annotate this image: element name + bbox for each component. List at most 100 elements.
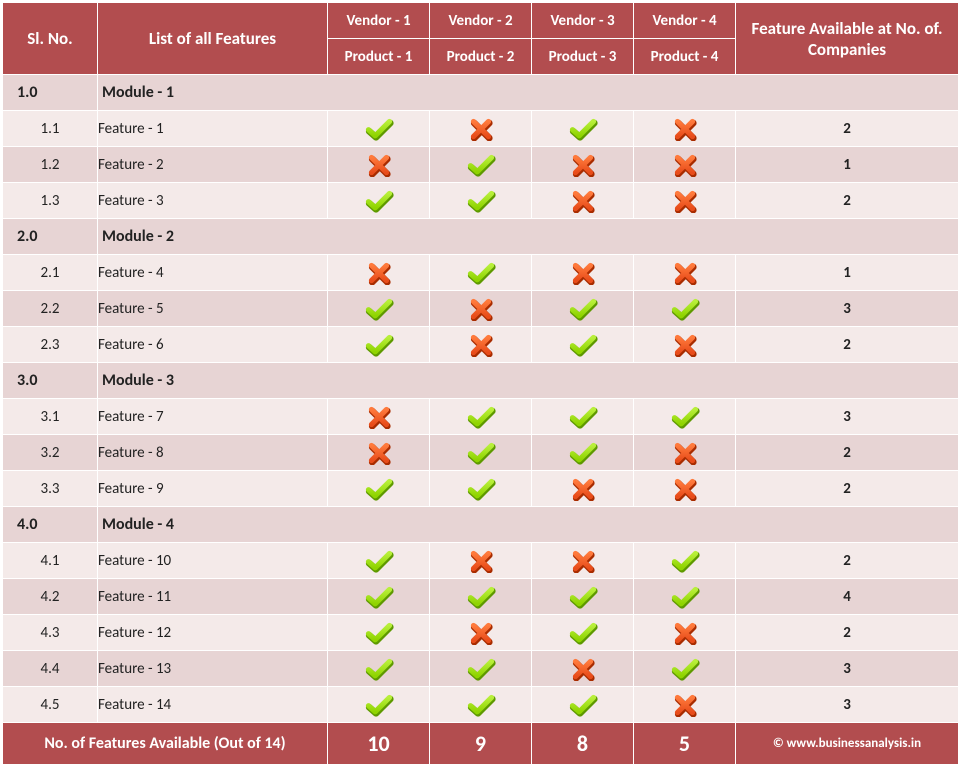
feature-count: 2 [736,111,959,147]
feature-row: 1.2Feature - 21 [3,147,959,183]
feature-id: 4.3 [3,615,98,651]
feature-row: 2.2Feature - 53 [3,291,959,327]
cross-icon [328,435,430,471]
feature-count: 2 [736,327,959,363]
feature-name: Feature - 9 [98,471,328,507]
footer-total-4: 5 [634,723,736,765]
cross-icon [634,615,736,651]
check-icon [532,579,634,615]
check-icon [532,327,634,363]
cross-icon [430,291,532,327]
check-icon [532,111,634,147]
cross-icon [634,111,736,147]
module-row: 1.0Module - 1 [3,75,959,111]
feature-name: Feature - 12 [98,615,328,651]
header-count: Feature Available at No. of. Companies [736,3,959,75]
feature-name: Feature - 7 [98,399,328,435]
check-icon [430,147,532,183]
feature-name: Feature - 1 [98,111,328,147]
module-id: 4.0 [3,507,98,543]
feature-row: 3.2Feature - 82 [3,435,959,471]
cross-icon [634,471,736,507]
check-icon [328,327,430,363]
cross-icon [634,687,736,723]
feature-id: 2.2 [3,291,98,327]
check-icon [328,543,430,579]
feature-row: 4.1Feature - 102 [3,543,959,579]
module-id: 1.0 [3,75,98,111]
feature-row: 4.5Feature - 14 3 [3,687,959,723]
check-icon [532,399,634,435]
feature-row: 3.3Feature - 92 [3,471,959,507]
cross-icon [634,183,736,219]
check-icon [430,435,532,471]
module-row: 2.0Module - 2 [3,219,959,255]
header-product-1: Product - 1 [328,39,430,75]
module-name: Module - 1 [98,75,959,111]
feature-row: 4.4Feature - 133 [3,651,959,687]
feature-count: 3 [736,291,959,327]
feature-id: 4.5 [3,687,98,723]
check-icon [328,183,430,219]
check-icon [634,291,736,327]
feature-name: Feature - 6 [98,327,328,363]
table-body: 1.0Module - 11.1Feature - 121.2Feature -… [3,75,959,723]
feature-comparison-table: Sl. No. List of all Features Vendor - 1 … [2,2,959,765]
header-vendor-1: Vendor - 1 [328,3,430,39]
cross-icon [532,183,634,219]
check-icon [532,291,634,327]
table-footer: No. of Features Available (Out of 14) 10… [3,723,959,765]
feature-id: 4.2 [3,579,98,615]
check-icon [328,579,430,615]
cross-icon [634,147,736,183]
feature-count: 4 [736,579,959,615]
feature-id: 2.1 [3,255,98,291]
feature-row: 2.1Feature - 41 [3,255,959,291]
feature-name: Feature - 11 [98,579,328,615]
check-icon [634,399,736,435]
header-sl-no: Sl. No. [3,3,98,75]
feature-count: 2 [736,183,959,219]
module-name: Module - 3 [98,363,959,399]
cross-icon [532,651,634,687]
feature-count: 3 [736,687,959,723]
cross-icon [634,327,736,363]
cross-icon [430,111,532,147]
feature-id: 1.3 [3,183,98,219]
module-row: 3.0Module - 3 [3,363,959,399]
check-icon [430,687,532,723]
header-product-4: Product - 4 [634,39,736,75]
feature-id: 3.2 [3,435,98,471]
feature-id: 4.4 [3,651,98,687]
feature-row: 3.1Feature - 73 [3,399,959,435]
cross-icon [634,255,736,291]
feature-count: 3 [736,399,959,435]
feature-name: Feature - 14 [98,687,328,723]
header-product-3: Product - 3 [532,39,634,75]
feature-id: 2.3 [3,327,98,363]
header-vendor-2: Vendor - 2 [430,3,532,39]
check-icon [328,471,430,507]
cross-icon [430,543,532,579]
feature-name: Feature - 10 [98,543,328,579]
check-icon [328,291,430,327]
module-row: 4.0Module - 4 [3,507,959,543]
cross-icon [532,471,634,507]
footer-total-3: 8 [532,723,634,765]
header-features: List of all Features [98,3,328,75]
cross-icon [634,435,736,471]
module-name: Module - 4 [98,507,959,543]
feature-name: Feature - 2 [98,147,328,183]
feature-row: 4.2Feature - 11 4 [3,579,959,615]
feature-row: 4.3Feature - 122 [3,615,959,651]
feature-row: 1.1Feature - 1 2 [3,111,959,147]
feature-row: 2.3Feature - 6 2 [3,327,959,363]
footer-total-1: 10 [328,723,430,765]
check-icon [532,435,634,471]
feature-count: 1 [736,147,959,183]
feature-id: 4.1 [3,543,98,579]
module-name: Module - 2 [98,219,959,255]
cross-icon [430,615,532,651]
cross-icon [328,147,430,183]
feature-id: 1.1 [3,111,98,147]
